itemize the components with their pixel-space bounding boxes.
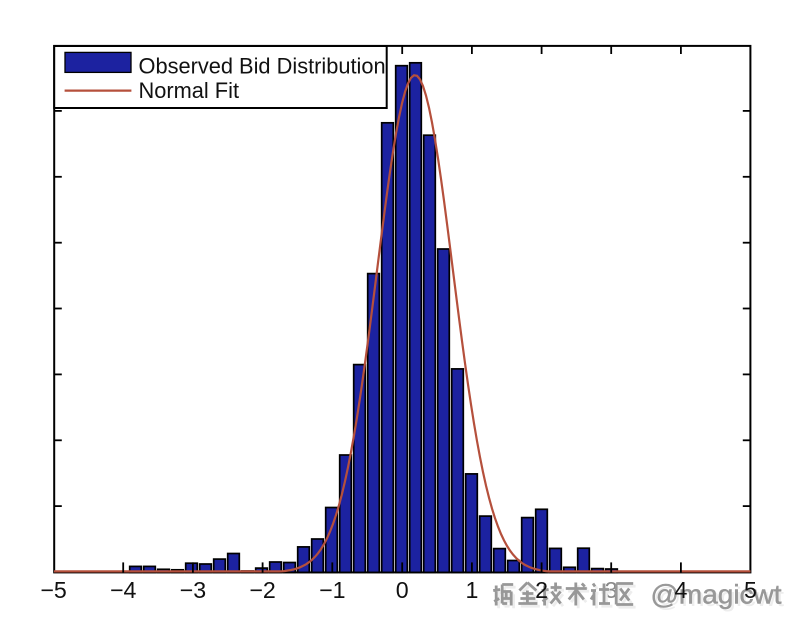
svg-text:Normal Fit: Normal Fit	[139, 78, 240, 103]
svg-text:@magicwt: @magicwt	[651, 579, 783, 609]
svg-text:2: 2	[535, 577, 548, 603]
svg-text:−1: −1	[319, 577, 345, 603]
svg-text:−3: −3	[180, 577, 206, 603]
svg-text:−2: −2	[249, 577, 275, 603]
svg-text:5: 5	[744, 577, 757, 603]
svg-text:Observed Bid Distribution: Observed Bid Distribution	[139, 53, 386, 78]
svg-text:3: 3	[605, 577, 618, 603]
svg-text:−4: −4	[110, 577, 137, 603]
svg-text:1: 1	[465, 577, 478, 603]
svg-text:0: 0	[396, 577, 409, 603]
svg-text:4: 4	[674, 577, 687, 603]
svg-text:@magicwt: @magicwt	[653, 582, 785, 612]
svg-text:−5: −5	[40, 577, 66, 603]
